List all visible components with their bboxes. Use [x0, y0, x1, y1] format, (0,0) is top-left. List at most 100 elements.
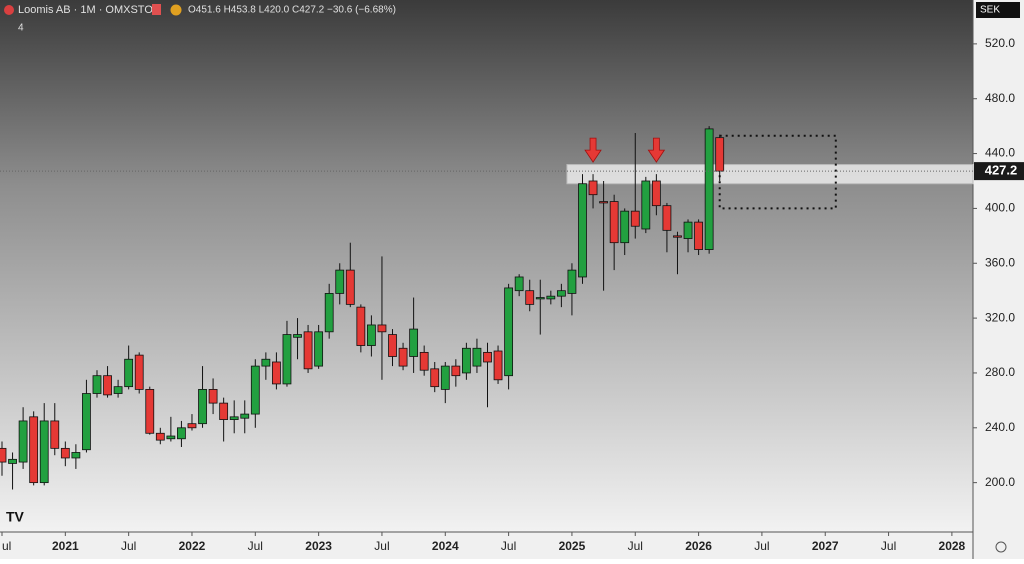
plot-background	[0, 0, 973, 532]
currency-box[interactable]	[976, 2, 1020, 18]
candle-body	[609, 201, 619, 244]
candle-body	[398, 347, 408, 367]
candle-body	[272, 361, 281, 385]
candle-body	[219, 402, 229, 420]
x-tick-label: 2028	[939, 539, 966, 553]
x-tick-label: Jul	[881, 539, 896, 553]
candle-body	[303, 331, 313, 370]
candle-body	[324, 293, 334, 333]
x-tick-label: Jul	[754, 539, 769, 553]
candle-body	[250, 365, 260, 415]
candle-body	[388, 334, 397, 357]
candle-body	[588, 180, 598, 196]
candle-body	[440, 365, 450, 390]
candle-body	[335, 269, 345, 294]
candle-body	[461, 347, 471, 374]
candle-body	[208, 389, 218, 404]
candle-body	[451, 365, 461, 377]
candle-body	[60, 447, 70, 459]
candle-body	[50, 420, 60, 449]
candle-body	[39, 420, 49, 484]
candle-body	[240, 413, 250, 419]
candle-body	[0, 447, 7, 463]
candle-body	[535, 297, 545, 300]
candle-body	[673, 235, 682, 238]
symbol-title: Loomis AB · 1M · OMXSTO	[18, 4, 153, 16]
x-tick-label: Jul	[248, 539, 263, 553]
x-tick-label: 2024	[432, 539, 459, 553]
candle-body	[630, 210, 640, 227]
resistance-zone	[566, 164, 974, 185]
candle-body	[409, 328, 419, 357]
candle-body	[345, 269, 355, 305]
candle-body	[546, 295, 556, 300]
x-tick-label: Jul	[121, 539, 136, 553]
y-tick-label: 400.0	[985, 201, 1015, 215]
badge-icon	[170, 4, 182, 16]
arrow	[584, 137, 602, 163]
y-tick-label: 360.0	[985, 255, 1015, 269]
candle-body	[683, 221, 693, 239]
candle-body	[198, 389, 207, 425]
price-axis-panel	[973, 0, 1024, 559]
candle-body	[715, 137, 725, 172]
candle-body	[662, 205, 672, 231]
arrow	[647, 137, 666, 163]
x-tick-label: 2022	[179, 539, 206, 553]
candle-body	[620, 210, 630, 244]
x-tick-label: Jul	[501, 539, 516, 553]
candle-body	[314, 331, 324, 367]
settings-icon[interactable]	[995, 541, 1007, 553]
projection-box	[718, 134, 837, 210]
candle-body	[556, 290, 566, 297]
candle-body	[187, 423, 197, 429]
candle-body	[177, 427, 186, 440]
x-tick-label: 2025	[559, 539, 586, 553]
y-tick-label: 480.0	[985, 91, 1015, 105]
candle-body	[704, 128, 714, 250]
x-tick-label: ul	[2, 539, 11, 553]
x-tick-label: 2026	[685, 539, 712, 553]
y-tick-label: 320.0	[985, 310, 1015, 324]
candle-body	[651, 180, 661, 207]
x-tick-label: 2027	[812, 539, 839, 553]
x-tick-label: Jul	[628, 539, 643, 553]
currency: SEK	[980, 5, 1000, 16]
candle-body	[103, 375, 112, 396]
x-tick-label: 2023	[305, 539, 332, 553]
candle-body	[483, 351, 492, 363]
candle-body	[18, 420, 28, 463]
candle-body	[356, 306, 366, 346]
candle-body	[419, 351, 429, 371]
x-tick-label: Jul	[374, 539, 389, 553]
candle-body	[82, 393, 91, 451]
y-tick-label: 240.0	[985, 420, 1015, 434]
y-tick-label: 520.0	[985, 36, 1015, 50]
flag-icon	[152, 4, 161, 15]
y-tick-label: 200.0	[985, 475, 1015, 489]
candle-body	[641, 180, 651, 230]
candle-body	[504, 287, 514, 377]
candle-body	[567, 269, 577, 294]
time-axis-panel	[0, 532, 973, 559]
candle-body	[8, 458, 17, 464]
candle-body	[430, 368, 440, 388]
candle-body	[367, 324, 376, 346]
candle-body	[514, 276, 524, 292]
candle-body	[134, 354, 144, 390]
candle-body	[525, 290, 535, 305]
candle-body	[166, 435, 176, 440]
candle-body	[71, 452, 81, 459]
candle-body	[124, 358, 134, 388]
candle-body	[229, 416, 239, 420]
y-tick-label: 280.0	[985, 365, 1015, 379]
candle-body	[578, 183, 587, 278]
indicator-count[interactable]: 4	[18, 23, 24, 34]
candle-body	[694, 221, 703, 250]
brand-logo: TV	[6, 509, 25, 525]
candle-body	[282, 334, 292, 385]
candle-body	[293, 334, 302, 338]
ohlc-legend: O451.6 H453.8 L420.0 C427.2 −30.6 (−6.68…	[188, 5, 396, 16]
